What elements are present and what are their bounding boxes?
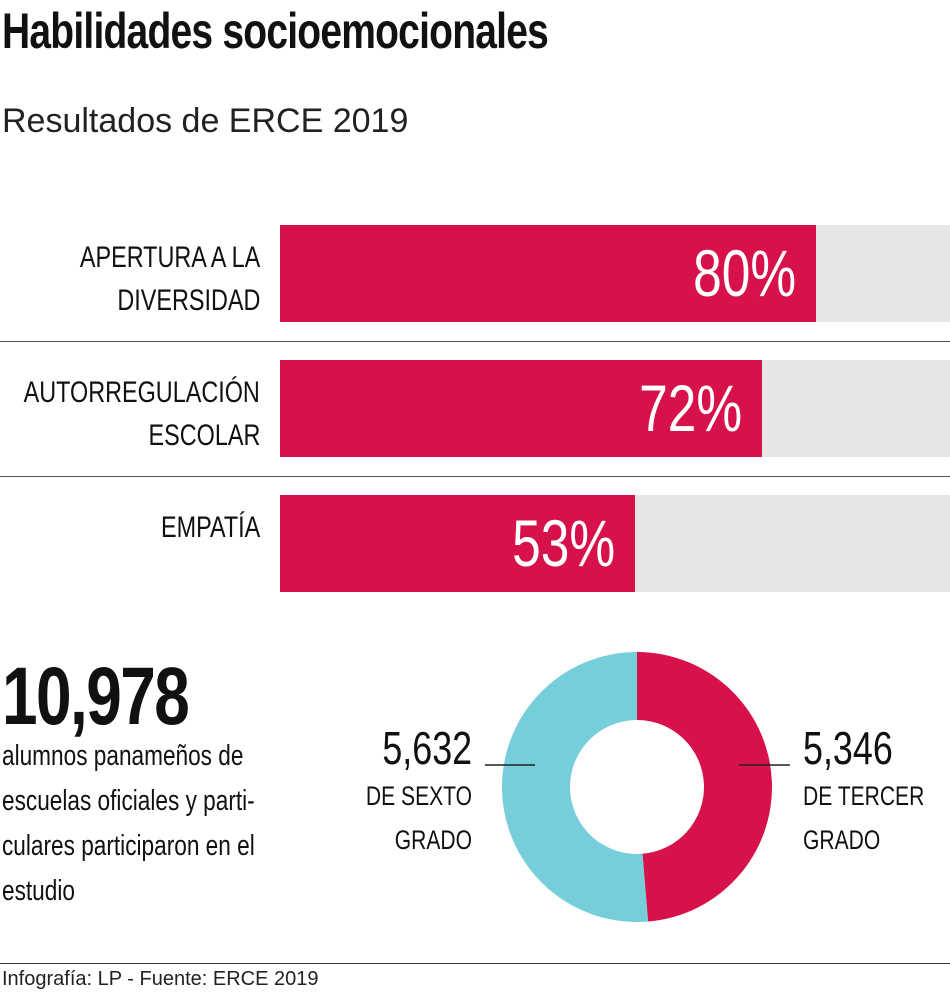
page-title: Habilidades socioemocionales: [2, 3, 549, 59]
donut-slice-sexto: [501, 652, 649, 922]
total-count: 10,978: [2, 651, 190, 742]
bar-track: 53%: [280, 495, 950, 592]
slice-label-tercer: 5,346 DE TERCER GRADO: [803, 722, 925, 855]
bar-track: 80%: [280, 225, 950, 322]
bar-fill: 72%: [280, 360, 763, 457]
bar-fill: 53%: [280, 495, 636, 592]
bar-track: 72%: [280, 360, 950, 457]
bar-label-apertura: APERTURA A LA DIVERSIDAD: [79, 241, 260, 317]
bar-label-autorregulacion: AUTORREGULACIÓN ESCOLAR: [23, 376, 260, 452]
total-description: alumnos panameños de escuelas oficiales …: [2, 740, 255, 907]
bar-value-label: 80%: [692, 236, 796, 310]
subtitle: Resultados de ERCE 2019: [2, 102, 409, 140]
bar-label-empatia: EMPATÍA: [160, 511, 260, 544]
bar-fill: 80%: [280, 225, 816, 322]
divider: [0, 341, 950, 342]
divider: [0, 476, 950, 477]
bar-value-label: 53%: [512, 506, 616, 580]
bar-value-label: 72%: [639, 371, 743, 445]
footer-credit: Infografía: LP - Fuente: ERCE 2019: [2, 968, 319, 990]
divider: [0, 963, 950, 964]
donut-slice-tercer: [637, 652, 772, 922]
slice-label-sexto: 5,632 DE SEXTO GRADO: [365, 722, 472, 855]
